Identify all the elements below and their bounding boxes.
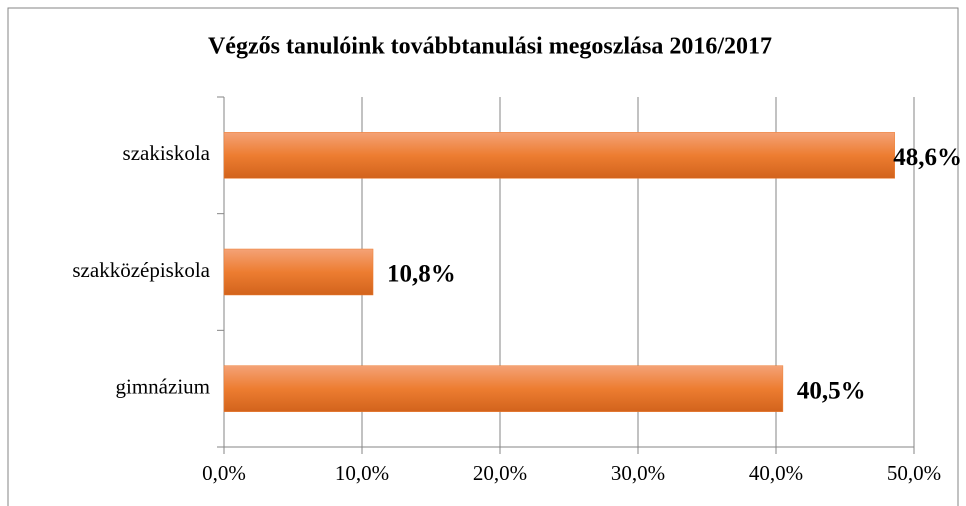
- bar: [223, 132, 895, 179]
- x-tick-label: 40,0%: [749, 461, 803, 485]
- chart-frame: [7, 7, 959, 506]
- bar: [223, 365, 784, 412]
- value-label: 10,8%: [387, 261, 456, 288]
- x-tick-label: 10,0%: [335, 461, 389, 485]
- value-label: 40,5%: [797, 377, 866, 404]
- y-tick-label: szakiskola: [123, 141, 211, 165]
- x-tick-label: 0,0%: [202, 461, 246, 485]
- bar: [223, 248, 374, 296]
- value-label: 48,6%: [893, 144, 962, 171]
- chart-title: Végzős tanulóink továbbtanulási megoszlá…: [208, 34, 772, 60]
- x-tick-label: 30,0%: [611, 461, 665, 485]
- x-tick-label: 50,0%: [887, 461, 941, 485]
- x-tick-label: 20,0%: [473, 461, 527, 485]
- y-tick-label: gimnázium: [116, 374, 210, 398]
- y-tick-label: szakközépiskola: [72, 258, 210, 282]
